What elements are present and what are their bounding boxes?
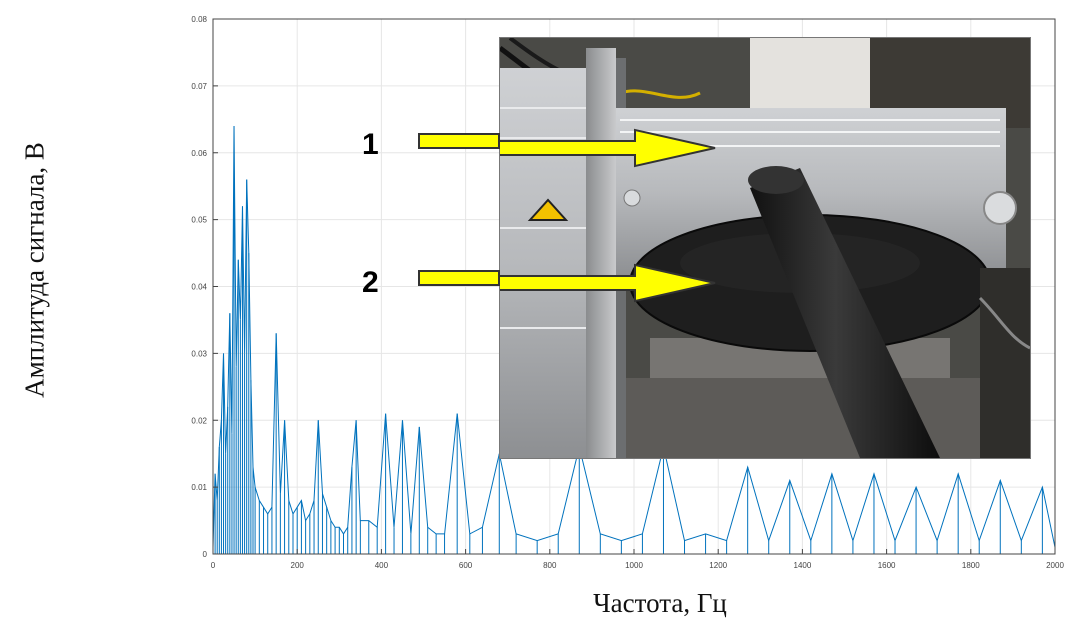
x-tick-label: 600 [459, 561, 473, 570]
y-tick-label: 0.04 [191, 283, 207, 292]
y-axis-title: Амплитуда сигнала, В [19, 142, 50, 398]
x-tick-label: 1000 [625, 561, 643, 570]
y-axis-title-wrap: Амплитуда сигнала, В [10, 60, 60, 480]
callout-arrows [500, 128, 716, 303]
x-tick-label: 0 [211, 561, 216, 570]
y-tick-label: 0.05 [191, 216, 207, 225]
callout-arrow-tails [418, 133, 500, 286]
equipment-photo [500, 38, 1030, 458]
y-tick-label: 0.02 [191, 416, 207, 425]
y-tick-label: 0.01 [191, 483, 207, 492]
y-ticks: 0 0.01 0.02 0.03 0.04 0.05 0.06 0.07 0.08 [191, 15, 207, 559]
series-group [212, 125, 1056, 554]
x-tick-label: 1800 [962, 561, 980, 570]
y-tick-label: 0.03 [191, 349, 207, 358]
y-tick-label: 0.08 [191, 15, 207, 24]
x-ticks: 0 200 400 600 800 1000 1200 1400 1600 1800 2000 [211, 561, 1065, 570]
y-tick-label: 0.07 [191, 82, 207, 91]
plot-frame [212, 18, 1056, 555]
y-tick-label: 0 [203, 550, 208, 559]
x-tick-label: 2000 [1046, 561, 1064, 570]
x-tick-label: 1400 [794, 561, 812, 570]
x-tick-label: 800 [543, 561, 557, 570]
inset-photo [499, 37, 1031, 459]
callout-label-1: 1 [362, 128, 379, 161]
callout-label-2: 2 [362, 266, 379, 299]
x-axis-title: Частота, Гц [593, 588, 727, 618]
x-tick-label: 1200 [709, 561, 727, 570]
y-tick-label: 0.06 [191, 149, 207, 158]
x-tick-label: 400 [375, 561, 389, 570]
axes [212, 18, 1056, 555]
arrow-1 [500, 128, 716, 168]
x-tick-label: 200 [291, 561, 305, 570]
arrow-2 [500, 263, 716, 303]
x-tick-label: 1600 [878, 561, 896, 570]
